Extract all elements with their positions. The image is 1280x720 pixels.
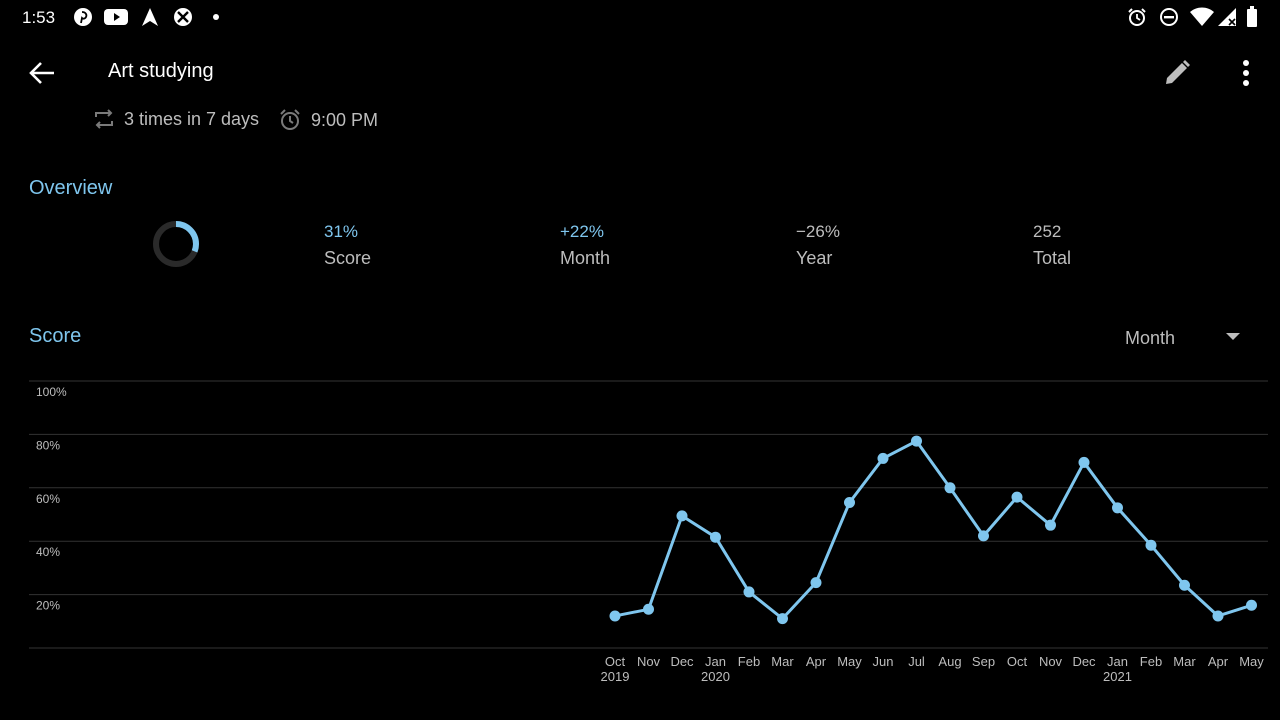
stat-year-value: −26% (796, 222, 840, 241)
navigation-arrow-icon (140, 6, 160, 28)
page-title: Art studying (108, 60, 214, 82)
overview-title: Overview (29, 177, 113, 199)
x-tick-label: Apr (1208, 654, 1229, 669)
score-title: Score (29, 325, 82, 347)
alarm-clock-icon (280, 109, 300, 130)
repeat-icon (95, 109, 113, 129)
x-tick-label: May (1239, 654, 1264, 669)
data-point (978, 530, 989, 542)
stat-score: 31% Score (324, 222, 371, 269)
x-tick-label: Nov (1039, 654, 1063, 669)
x-year-label: 2021 (1103, 669, 1132, 684)
back-arrow-icon (29, 62, 54, 84)
pinterest-icon (73, 6, 93, 28)
x-tick-label: Nov (637, 654, 661, 669)
reminder-info: 9:00 PM (278, 108, 378, 132)
x-tick-label: Apr (806, 654, 827, 669)
period-dropdown-label: Month (1125, 327, 1176, 348)
data-point (643, 603, 654, 615)
x-tick-label: Sep (972, 654, 995, 669)
dropdown-arrow-icon (1226, 333, 1240, 340)
x-tick-label: Mar (771, 654, 794, 669)
data-point (609, 610, 621, 622)
data-point (1078, 456, 1090, 468)
x-tick-label: Jan (705, 654, 726, 669)
data-point (777, 613, 788, 625)
x-tick-label: Jun (873, 654, 894, 669)
dot-icon (212, 6, 220, 28)
x-tick-label: Oct (605, 654, 626, 669)
x-tick-label: Feb (1140, 654, 1162, 669)
x-tick-label: Mar (1173, 654, 1196, 669)
data-point (877, 452, 889, 464)
data-point (1011, 491, 1023, 503)
xbox-icon (173, 6, 193, 28)
pencil-icon (1166, 60, 1190, 84)
data-point (911, 435, 922, 447)
score-line (614, 439, 1252, 621)
data-point (1212, 610, 1224, 622)
data-point (1246, 599, 1257, 611)
x-tick-label: Oct (1007, 654, 1028, 669)
alarm-icon (1127, 6, 1147, 28)
x-year-label: 2019 (601, 669, 630, 684)
data-point (944, 482, 956, 494)
reminder-time: 9:00 PM (311, 109, 379, 130)
x-tick-label: Jul (908, 654, 925, 669)
do-not-disturb-icon (1159, 6, 1179, 28)
stat-total: 252 Total (1033, 222, 1071, 269)
data-point (676, 510, 688, 522)
status-time: 1:53 (22, 8, 56, 27)
x-tick-label: May (837, 654, 862, 669)
stat-year: −26% Year (796, 222, 840, 269)
x-tick-label: Feb (738, 654, 760, 669)
more-vert-icon (1243, 60, 1249, 86)
frequency-info: 3 times in 7 days (92, 108, 259, 130)
stat-score-value: 31% (324, 222, 359, 241)
data-point (1112, 502, 1123, 514)
data-point (743, 586, 755, 598)
stat-total-label: Total (1033, 248, 1072, 268)
youtube-icon (104, 6, 128, 28)
stat-total-value: 252 (1033, 222, 1062, 241)
y-tick-label: 40% (36, 545, 60, 559)
stat-month: +22% Month (560, 222, 610, 269)
x-tick-label: Aug (938, 654, 961, 669)
y-tick-label: 100% (36, 385, 67, 399)
cell-signal-icon (1217, 6, 1237, 28)
y-tick-label: 60% (36, 492, 60, 506)
x-tick-label: Dec (1072, 654, 1096, 669)
x-tick-label: Jan (1107, 654, 1128, 669)
y-tick-label: 80% (36, 438, 60, 452)
edit-button[interactable] (1158, 54, 1196, 92)
battery-icon (1246, 6, 1258, 28)
data-point (1045, 519, 1056, 531)
data-point (844, 496, 855, 508)
status-bar: 1:53 (0, 0, 1280, 36)
stat-month-value: +22% (560, 222, 604, 241)
data-point (810, 577, 822, 589)
data-point (1179, 579, 1190, 591)
frequency-text: 3 times in 7 days (124, 108, 260, 129)
data-point (710, 531, 721, 543)
stat-year-label: Year (796, 248, 833, 268)
stat-score-label: Score (324, 248, 372, 268)
data-point (1145, 539, 1157, 551)
x-tick-label: Dec (670, 654, 694, 669)
back-button[interactable] (24, 56, 60, 90)
wifi-icon (1190, 6, 1214, 28)
x-year-label: 2020 (701, 669, 730, 684)
period-dropdown[interactable]: Month (1110, 318, 1260, 358)
more-options-button[interactable] (1232, 54, 1260, 92)
stat-month-label: Month (560, 248, 611, 268)
score-ring (153, 221, 199, 267)
y-tick-label: 20% (36, 599, 60, 613)
